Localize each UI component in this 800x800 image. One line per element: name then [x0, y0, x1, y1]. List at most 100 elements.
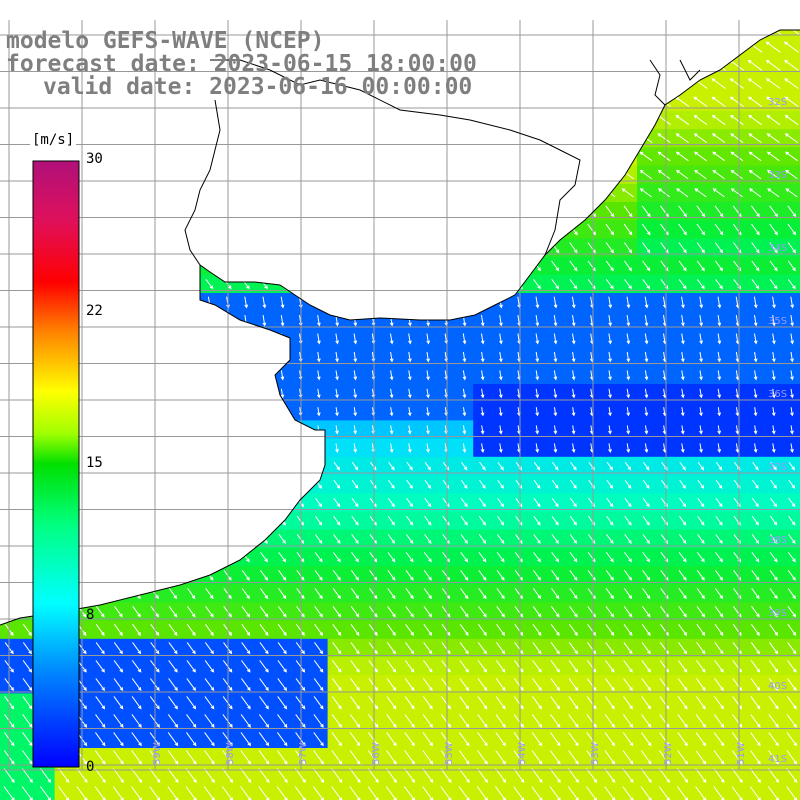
field-cell — [91, 402, 110, 421]
wind-arrow — [513, 696, 524, 710]
wind-arrow — [619, 30, 636, 35]
wind-arrow — [699, 333, 703, 345]
wind-arrow — [474, 41, 490, 53]
wind-arrow — [368, 606, 378, 618]
wind-arrow — [98, 388, 103, 399]
field-cell — [127, 38, 147, 57]
field-cell — [436, 147, 456, 167]
wind-arrow — [753, 370, 758, 381]
wind-arrow — [132, 242, 141, 254]
wind-arrow — [498, 425, 503, 435]
wind-arrow — [499, 315, 503, 327]
wind-arrow — [548, 169, 562, 180]
wind-arrow — [787, 570, 796, 581]
wind-arrow — [441, 678, 451, 692]
wind-arrow — [626, 370, 631, 381]
wind-arrow — [244, 425, 248, 435]
wind-arrow — [440, 750, 452, 765]
wind-arrow — [711, 114, 726, 126]
wind-arrow — [620, 59, 635, 71]
wind-arrow — [678, 588, 687, 600]
wind-arrow — [624, 515, 632, 526]
wind-arrow — [480, 296, 485, 309]
wind-arrow — [329, 151, 343, 162]
field-cell — [364, 784, 383, 800]
field-cell — [746, 30, 765, 39]
field-cell — [400, 293, 420, 312]
wind-arrow — [349, 714, 361, 728]
colorbar-tick-0: 0 — [86, 759, 95, 775]
wind-arrow — [772, 351, 776, 363]
wind-arrow — [533, 279, 541, 290]
wind-arrow — [332, 260, 341, 272]
field-cell — [527, 183, 547, 203]
wind-arrow — [240, 678, 251, 692]
wind-arrow — [313, 678, 324, 692]
wind-arrow — [131, 732, 142, 747]
wind-arrow — [584, 169, 598, 180]
wind-arrow — [622, 714, 634, 728]
wind-arrow — [677, 660, 688, 673]
wind-arrow — [347, 96, 362, 108]
field-cell — [163, 256, 183, 276]
field-cell — [36, 111, 56, 130]
wind-arrow — [296, 260, 305, 272]
wind-arrow — [95, 606, 105, 618]
wind-arrow — [717, 425, 722, 435]
wind-arrow — [25, 333, 30, 345]
field-cell — [546, 129, 565, 148]
wind-arrow — [165, 78, 180, 89]
wind-arrow — [459, 660, 469, 673]
wind-arrow — [297, 479, 304, 489]
wind-arrow — [751, 570, 760, 581]
wind-arrow — [96, 515, 104, 526]
wind-arrow — [168, 588, 178, 600]
field-cell — [91, 129, 110, 148]
wind-arrow — [566, 133, 580, 144]
wind-arrow — [772, 296, 776, 309]
wind-arrow — [95, 660, 105, 673]
wind-arrow — [699, 351, 703, 363]
field-cell — [236, 365, 256, 385]
wind-arrow — [23, 588, 32, 600]
wind-arrow — [604, 714, 615, 728]
wind-arrow — [532, 588, 542, 600]
field-cell — [327, 220, 347, 239]
wind-arrow — [335, 388, 339, 399]
wind-arrow — [367, 768, 379, 783]
wind-arrow — [116, 351, 121, 363]
wind-arrow — [184, 169, 198, 180]
wind-arrow — [314, 534, 323, 544]
field-cell — [418, 74, 438, 94]
wind-arrow — [244, 407, 248, 417]
wind-arrow — [332, 552, 341, 563]
wind-arrow — [314, 552, 323, 563]
wind-arrow — [316, 407, 321, 417]
wind-arrow — [553, 425, 558, 435]
wind-arrow — [350, 242, 360, 254]
wind-arrow — [23, 223, 32, 236]
wind-arrow — [387, 497, 395, 508]
field-cell — [127, 220, 147, 239]
wind-arrow — [478, 279, 487, 290]
wind-arrow — [439, 188, 452, 198]
field-cell — [109, 365, 128, 385]
wind-arrow — [569, 606, 578, 618]
wind-arrow — [626, 296, 631, 309]
field-cell — [273, 784, 292, 800]
wind-arrow — [128, 41, 144, 53]
field-cell — [236, 129, 256, 148]
field-cell — [582, 92, 602, 112]
wind-arrow — [401, 59, 417, 71]
wind-arrow — [751, 279, 760, 290]
wind-arrow — [439, 151, 453, 162]
wind-arrow — [408, 333, 412, 345]
wind-arrow — [620, 114, 635, 126]
wind-arrow — [366, 169, 380, 180]
wind-arrow — [790, 315, 794, 327]
wind-arrow — [642, 461, 650, 471]
wind-arrow — [641, 660, 651, 673]
wind-arrow — [474, 59, 490, 71]
lon-label: 54W — [517, 742, 528, 765]
field-cell — [254, 74, 274, 94]
